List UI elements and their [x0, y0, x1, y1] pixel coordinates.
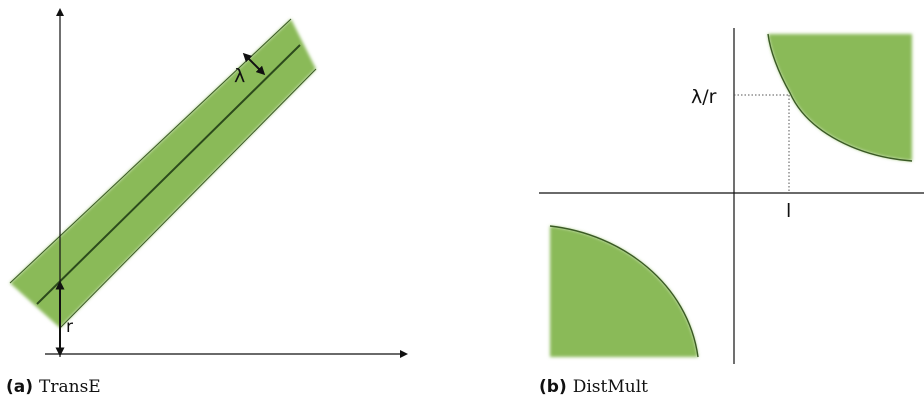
- y-mark-label: λ/r: [691, 86, 717, 108]
- margin-label: λ: [234, 65, 245, 87]
- band-center-line: [36, 44, 301, 305]
- caption-a-label: (a): [6, 377, 34, 397]
- caption-a-name: TransE: [39, 377, 101, 397]
- band-edge-lower: [59, 68, 317, 329]
- caption-b-name: DistMult: [572, 377, 648, 397]
- hyperbola-curve-upper: [767, 33, 913, 162]
- panel-b: λ/r l: [539, 28, 924, 364]
- hyperbola-region-lower: [550, 226, 698, 357]
- hyperbola-curve-lower: [549, 225, 699, 358]
- caption-a: (a) TransE: [6, 377, 101, 397]
- margin-arrow: [242, 52, 266, 76]
- x-mark-label: l: [786, 200, 791, 222]
- hyperbola-region-upper: [768, 34, 912, 161]
- offset-label: r: [66, 317, 73, 337]
- caption-b: (b) DistMult: [539, 377, 648, 397]
- caption-b-label: (b): [539, 377, 567, 397]
- margin-band: [10, 19, 316, 328]
- panel-a: λ r: [9, 8, 408, 358]
